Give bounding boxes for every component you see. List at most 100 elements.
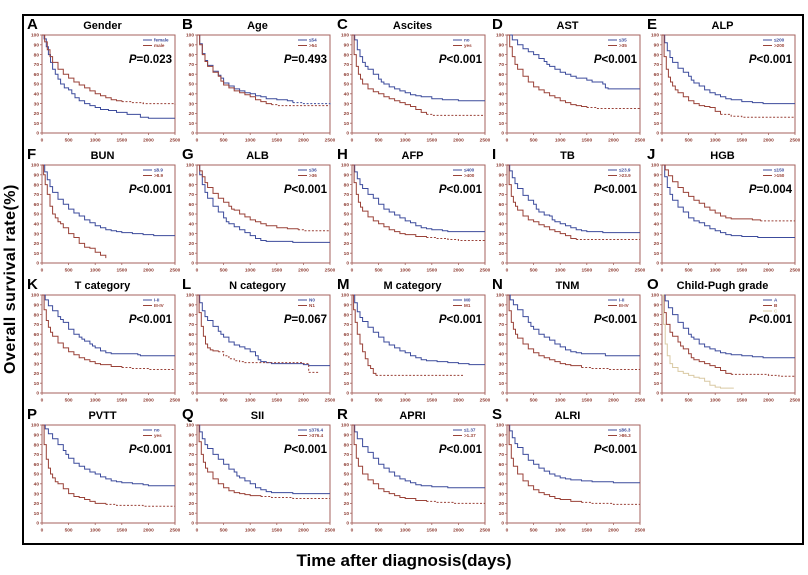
svg-text:10: 10 [344,251,350,257]
svg-text:2500: 2500 [170,268,180,274]
curve->86.3 [507,424,582,503]
svg-text:80: 80 [34,312,40,318]
svg-text:90: 90 [189,303,195,309]
svg-text:50: 50 [189,82,195,88]
legend-label: >54 [309,43,317,48]
svg-text:60: 60 [654,72,660,78]
panel-P: P PVTT 0 10 20 30 40 50 60 70 80 90 100 0 500 1000 1500 2… [25,406,180,538]
svg-text:0: 0 [351,268,354,274]
svg-text:100: 100 [496,293,504,299]
panel-letter: H [337,146,348,163]
y-axis-ticks: 0 10 20 30 40 50 60 70 80 90 100 [341,293,352,397]
panel-C: C Ascites 0 10 20 30 40 50 60 70 80 90 100 0 500 1000 15… [335,16,490,148]
legend-label: I-II [619,298,624,303]
panel-letter: I [492,146,497,163]
panel-letter: Q [182,406,194,423]
panel-title: M category [383,280,442,292]
svg-text:20: 20 [499,371,505,377]
svg-text:20: 20 [344,111,350,117]
p-value: P=0.004 [749,184,793,196]
curve-C [662,294,734,389]
svg-text:70: 70 [344,322,350,328]
p-value: P<0.001 [439,444,483,456]
svg-text:90: 90 [344,303,350,309]
x-axis-ticks: 0 500 1000 1500 2000 2500 [351,523,490,534]
svg-text:60: 60 [189,332,195,338]
svg-text:50: 50 [654,342,660,348]
svg-text:50: 50 [344,342,350,348]
svg-text:40: 40 [499,222,505,228]
svg-text:20: 20 [499,501,505,507]
svg-text:500: 500 [65,398,73,404]
panel-title: ALRI [554,410,581,422]
svg-text:0: 0 [501,261,504,267]
curve->54-censored-tail [271,104,330,107]
legend: ≤400>400 [453,168,475,178]
svg-text:90: 90 [189,173,195,179]
curve-no [42,424,175,487]
svg-text:40: 40 [499,92,505,98]
svg-text:40: 40 [654,92,660,98]
svg-text:0: 0 [661,268,664,274]
panel-title: HGB [710,150,735,162]
p-value: P<0.001 [594,54,638,66]
svg-text:1500: 1500 [271,268,282,274]
panel-title: N category [229,280,286,292]
svg-text:0: 0 [41,398,44,404]
svg-text:90: 90 [499,43,505,49]
svg-text:20: 20 [654,111,660,117]
plot-box [41,424,176,524]
panel-title: Ascites [392,20,433,32]
svg-text:10: 10 [499,251,505,257]
panel-title: PVTT [88,410,117,422]
y-axis-ticks: 0 10 20 30 40 50 60 70 80 90 100 [651,163,662,267]
svg-text:20: 20 [34,111,40,117]
svg-text:20: 20 [34,241,40,247]
p-value: P<0.001 [594,444,638,456]
y-axis-ticks: 0 10 20 30 40 50 60 70 80 90 100 [186,163,197,267]
figure-frame: A Gender 0 10 20 30 40 50 60 70 80 90 100 0 500 1000 150… [22,14,804,545]
svg-text:0: 0 [661,138,664,144]
panel-letter: J [647,146,656,163]
svg-text:1500: 1500 [581,268,592,274]
legend-label: >376.4 [309,433,324,438]
svg-text:2000: 2000 [608,268,619,274]
svg-text:70: 70 [189,192,195,198]
curve-≤35 [507,34,640,90]
svg-text:20: 20 [654,371,660,377]
svg-text:10: 10 [189,251,195,257]
legend: ≤35>35 [608,38,627,48]
svg-text:2500: 2500 [480,138,490,144]
svg-text:60: 60 [189,462,195,468]
svg-text:60: 60 [654,332,660,338]
svg-text:30: 30 [189,361,195,367]
legend: ≤54>54 [298,38,317,48]
svg-text:0: 0 [196,268,199,274]
legend-label: M0 [464,298,471,303]
svg-text:10: 10 [189,121,195,127]
svg-text:40: 40 [189,222,195,228]
svg-text:50: 50 [499,82,505,88]
x-axis-ticks: 0 500 1000 1500 2000 2500 [196,263,335,274]
svg-text:500: 500 [685,398,693,404]
plot-box [661,164,796,264]
svg-text:500: 500 [530,138,538,144]
y-axis-label: Overall survival rate(%) [2,184,19,374]
svg-text:90: 90 [344,173,350,179]
p-value: P<0.001 [749,54,793,66]
svg-text:90: 90 [499,433,505,439]
svg-text:100: 100 [186,423,194,429]
svg-text:0: 0 [41,138,44,144]
panel-title: AST [556,20,579,32]
svg-text:1500: 1500 [736,398,747,404]
svg-text:100: 100 [31,423,39,429]
